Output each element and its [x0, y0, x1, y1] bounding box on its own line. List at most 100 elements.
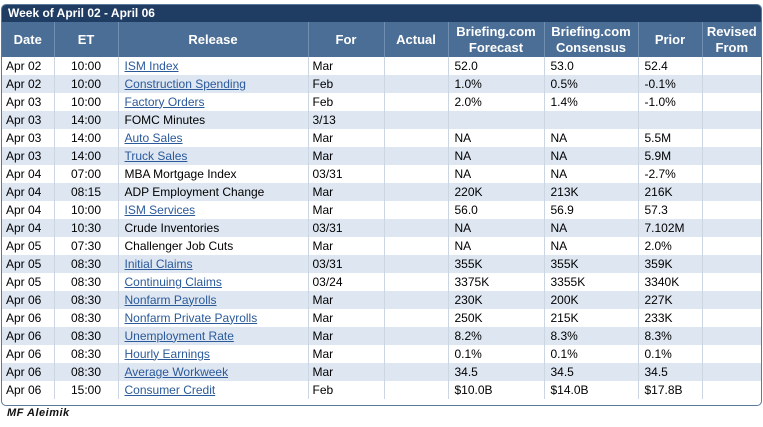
cell-prior: $17.8B	[638, 381, 703, 399]
release-link[interactable]: Construction Spending	[124, 76, 246, 91]
cell-revised	[702, 111, 761, 129]
cell-release: FOMC Minutes	[118, 111, 309, 129]
cell-release: Construction Spending	[118, 75, 309, 93]
cell-prior: 8.3%	[638, 327, 703, 345]
cell-release: Challenger Job Cuts	[118, 237, 309, 255]
header-for: For	[308, 22, 385, 57]
release-link[interactable]: Continuing Claims	[124, 274, 222, 289]
header-prior: Prior	[638, 22, 703, 57]
cell-date: Apr 06	[2, 345, 55, 363]
cell-revised	[702, 273, 761, 291]
table-row: Apr 05 07:30 Challenger Job Cuts Mar NA NA 2.0…	[2, 237, 761, 255]
table-body: Apr 02 10:00 ISM Index Mar 52.0 53.0 52.4 Apr 0…	[2, 57, 761, 399]
table-row: Apr 03 10:00 Factory Orders Feb 2.0% 1.4% -1.0…	[2, 93, 761, 111]
cell-consensus: 215K	[544, 309, 639, 327]
release-link[interactable]: Unemployment Rate	[124, 328, 234, 343]
cell-forecast: $10.0B	[448, 381, 545, 399]
header-forecast: Briefing.com Forecast	[448, 22, 545, 57]
cell-for: 03/31	[308, 255, 385, 273]
cell-date: Apr 02	[2, 75, 55, 93]
cell-prior: 34.5	[638, 363, 703, 381]
cell-release: ISM Index	[118, 57, 309, 75]
cell-for: Mar	[308, 327, 385, 345]
cell-consensus: 56.9	[544, 201, 639, 219]
cell-et: 07:30	[54, 237, 119, 255]
cell-actual	[384, 291, 449, 309]
cell-for: 3/13	[308, 111, 385, 129]
cell-date: Apr 02	[2, 57, 55, 75]
cell-for: Feb	[308, 75, 385, 93]
cell-date: Apr 03	[2, 111, 55, 129]
cell-consensus: 200K	[544, 291, 639, 309]
cell-et: 10:00	[54, 57, 119, 75]
header-release: Release	[118, 22, 309, 57]
table-row: Apr 06 08:30 Average Workweek Mar 34.5 34.5 34…	[2, 363, 761, 381]
release-link[interactable]: Factory Orders	[124, 94, 205, 109]
cell-forecast: NA	[448, 237, 545, 255]
release-link[interactable]: ISM Services	[124, 202, 196, 217]
cell-et: 08:30	[54, 291, 119, 309]
cell-for: Mar	[308, 363, 385, 381]
cell-release: Nonfarm Private Payrolls	[118, 309, 309, 327]
table-row: Apr 03 14:00 Truck Sales Mar NA NA 5.9M	[2, 147, 761, 165]
release-link[interactable]: Truck Sales	[124, 148, 188, 163]
economic-calendar-table: Date ET Release For Actual Briefing.com F…	[2, 22, 761, 399]
cell-date: Apr 04	[2, 201, 55, 219]
cell-forecast: 220K	[448, 183, 545, 201]
cell-release: Hourly Earnings	[118, 345, 309, 363]
cell-et: 10:00	[54, 93, 119, 111]
cell-actual	[384, 345, 449, 363]
release-link[interactable]: Initial Claims	[124, 256, 193, 271]
cell-forecast: NA	[448, 219, 545, 237]
table-row: Apr 03 14:00 FOMC Minutes 3/13	[2, 111, 761, 129]
table-row: Apr 02 10:00 Construction Spending Feb 1.0% 0…	[2, 75, 761, 93]
release-link[interactable]: Consumer Credit	[124, 382, 216, 397]
release-link[interactable]: Nonfarm Private Payrolls	[124, 310, 258, 325]
cell-revised	[702, 129, 761, 147]
cell-revised	[702, 219, 761, 237]
cell-release: Factory Orders	[118, 93, 309, 111]
cell-et: 07:00	[54, 165, 119, 183]
cell-consensus: NA	[544, 165, 639, 183]
cell-forecast: 52.0	[448, 57, 545, 75]
cell-prior: 227K	[638, 291, 703, 309]
cell-for: Mar	[308, 129, 385, 147]
cell-for: Mar	[308, 291, 385, 309]
cell-et: 08:30	[54, 273, 119, 291]
cell-revised	[702, 345, 761, 363]
cell-for: 03/24	[308, 273, 385, 291]
release-link[interactable]: Nonfarm Payrolls	[124, 292, 217, 307]
cell-date: Apr 05	[2, 273, 55, 291]
header-consensus: Briefing.com Consensus	[544, 22, 639, 57]
cell-prior: -0.1%	[638, 75, 703, 93]
release-link[interactable]: Hourly Earnings	[124, 346, 210, 361]
table-row: Apr 06 08:30 Nonfarm Private Payrolls Mar 25…	[2, 309, 761, 327]
calendar-week-title: Week of April 02 - April 06	[2, 5, 761, 22]
cell-forecast: 8.2%	[448, 327, 545, 345]
cell-actual	[384, 327, 449, 345]
cell-release: ISM Services	[118, 201, 309, 219]
cell-date: Apr 06	[2, 381, 55, 399]
cell-release: Initial Claims	[118, 255, 309, 273]
cell-date: Apr 06	[2, 327, 55, 345]
cell-forecast: 0.1%	[448, 345, 545, 363]
table-row: Apr 06 08:30 Nonfarm Payrolls Mar 230K 200K 22…	[2, 291, 761, 309]
cell-forecast: NA	[448, 165, 545, 183]
header-revised-from: Revised From	[702, 22, 761, 57]
release-link[interactable]: Average Workweek	[124, 364, 229, 379]
cell-actual	[384, 381, 449, 399]
cell-actual	[384, 309, 449, 327]
cell-et: 15:00	[54, 381, 119, 399]
cell-prior: -1.0%	[638, 93, 703, 111]
cell-revised	[702, 183, 761, 201]
cell-forecast: 56.0	[448, 201, 545, 219]
cell-actual	[384, 363, 449, 381]
cell-date: Apr 03	[2, 147, 55, 165]
release-link[interactable]: Auto Sales	[124, 130, 183, 145]
cell-date: Apr 05	[2, 255, 55, 273]
cell-actual	[384, 111, 449, 129]
release-link[interactable]: ISM Index	[124, 58, 179, 73]
cell-et: 14:00	[54, 147, 119, 165]
cell-prior: 216K	[638, 183, 703, 201]
cell-forecast: 2.0%	[448, 93, 545, 111]
